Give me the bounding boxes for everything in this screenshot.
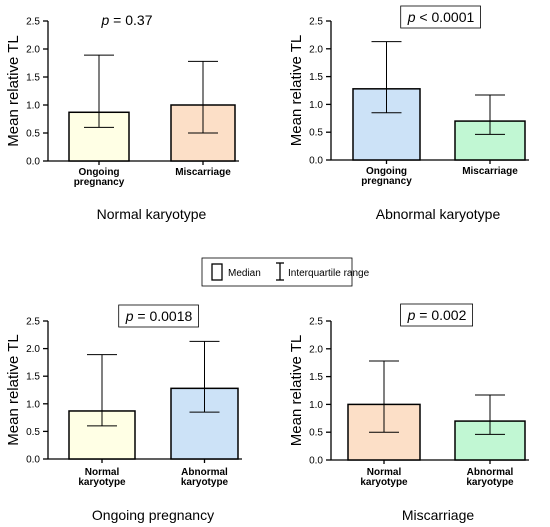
y-tick-label: 1.0 [26,101,40,112]
chart-panel-3: 0.0 0.5 1.0 1.5 2.0 2.5 Mean relative TL Normal… [5,304,242,523]
p-value: p < 0.0001 [407,9,475,25]
p-symbol: p [125,308,138,324]
chart-panel-4: 0.0 0.5 1.0 1.5 2.0 2.5 Mean relative TL Normal… [288,303,529,523]
p-value-text: = 0.0018 [137,308,192,324]
p-value: p = 0.37 [100,12,152,28]
y-tick-label: 2.5 [26,317,40,328]
y-tick-label: 2.0 [26,344,40,355]
chart-panels: 0.0 0.5 1.0 1.5 2.0 2.5 Mean relative TL Ongoin… [5,5,529,523]
x-tick-label: karyotype [466,477,514,488]
p-value-box [400,5,481,29]
y-axis-label: Mean relative TL [288,35,305,146]
y-tick-label: 1.5 [26,73,40,84]
chart-panel-1: 0.0 0.5 1.0 1.5 2.0 2.5 Mean relative TL Ongoin… [5,12,239,222]
panel-title: Ongoing pregnancy [92,507,214,523]
y-tick-label: 0.0 [26,157,40,168]
y-tick-label: 1.0 [309,400,323,411]
y-tick-label: 2.5 [309,17,323,28]
x-tick-label: Normal [85,467,120,478]
p-value: p = 0.002 [407,307,467,323]
y-tick-label: 1.5 [309,72,323,83]
y-tick-label: 1.0 [26,399,40,410]
y-tick-label: 0.0 [26,455,40,466]
x-tick-label: Abnormal [467,467,514,478]
y-axis-label: Mean relative TL [288,335,305,446]
p-value-text: = 0.002 [419,307,466,323]
p-symbol: p [407,307,420,323]
y-tick-label: 2.5 [26,17,40,28]
y-tick-label: 0.5 [26,129,40,140]
legend-iqr-label: Interquartile range [288,268,370,279]
y-tick-label: 1.0 [309,100,323,111]
y-tick-label: 0.5 [26,427,40,438]
p-value-box [118,304,199,328]
y-tick-label: 1.5 [309,372,323,383]
y-tick-label: 0.0 [309,456,323,467]
x-tick-label: karyotype [181,477,229,488]
p-value-text: < 0.0001 [419,9,474,25]
x-tick-label: Ongoing [78,167,119,178]
y-axis-label: Mean relative TL [5,35,22,146]
y-tick-label: 2.0 [309,44,323,55]
legend-median-label: Median [228,268,261,279]
y-tick-label: 2.5 [309,317,323,328]
p-value-text: = 0.37 [113,12,153,28]
p-symbol: p [100,12,113,28]
x-tick-label: pregnancy [361,176,412,187]
y-axis-label: Mean relative TL [5,334,22,445]
bar [352,88,421,161]
y-tick-label: 0.5 [309,128,323,139]
p-value: p = 0.0018 [125,308,193,324]
x-tick-label: karyotype [360,477,408,488]
x-tick-label: Abnormal [181,467,228,478]
legend: Median Interquartile range [201,257,370,287]
legend-bar-swatch [211,263,223,281]
panel-title: Normal karyotype [97,206,207,222]
p-value-box [400,303,474,327]
y-tick-label: 2.0 [26,45,40,56]
y-tick-label: 2.0 [309,344,323,355]
x-tick-label: pregnancy [74,177,125,188]
x-tick-label: Miscarriage [462,166,518,177]
panel-title: Miscarriage [402,507,475,523]
x-tick-label: karyotype [78,477,126,488]
x-tick-label: Normal [367,467,402,478]
chart-panel-2: 0.0 0.5 1.0 1.5 2.0 2.5 Mean relative TL Ongoin… [288,5,529,222]
y-tick-label: 1.5 [26,372,40,383]
y-tick-label: 0.0 [309,156,323,167]
x-tick-label: Miscarriage [175,167,231,178]
legend-range-icon [276,262,284,281]
y-tick-label: 0.5 [309,428,323,439]
p-symbol: p [407,9,420,25]
x-tick-label: Ongoing [366,166,407,177]
panel-title: Abnormal karyotype [376,206,501,222]
